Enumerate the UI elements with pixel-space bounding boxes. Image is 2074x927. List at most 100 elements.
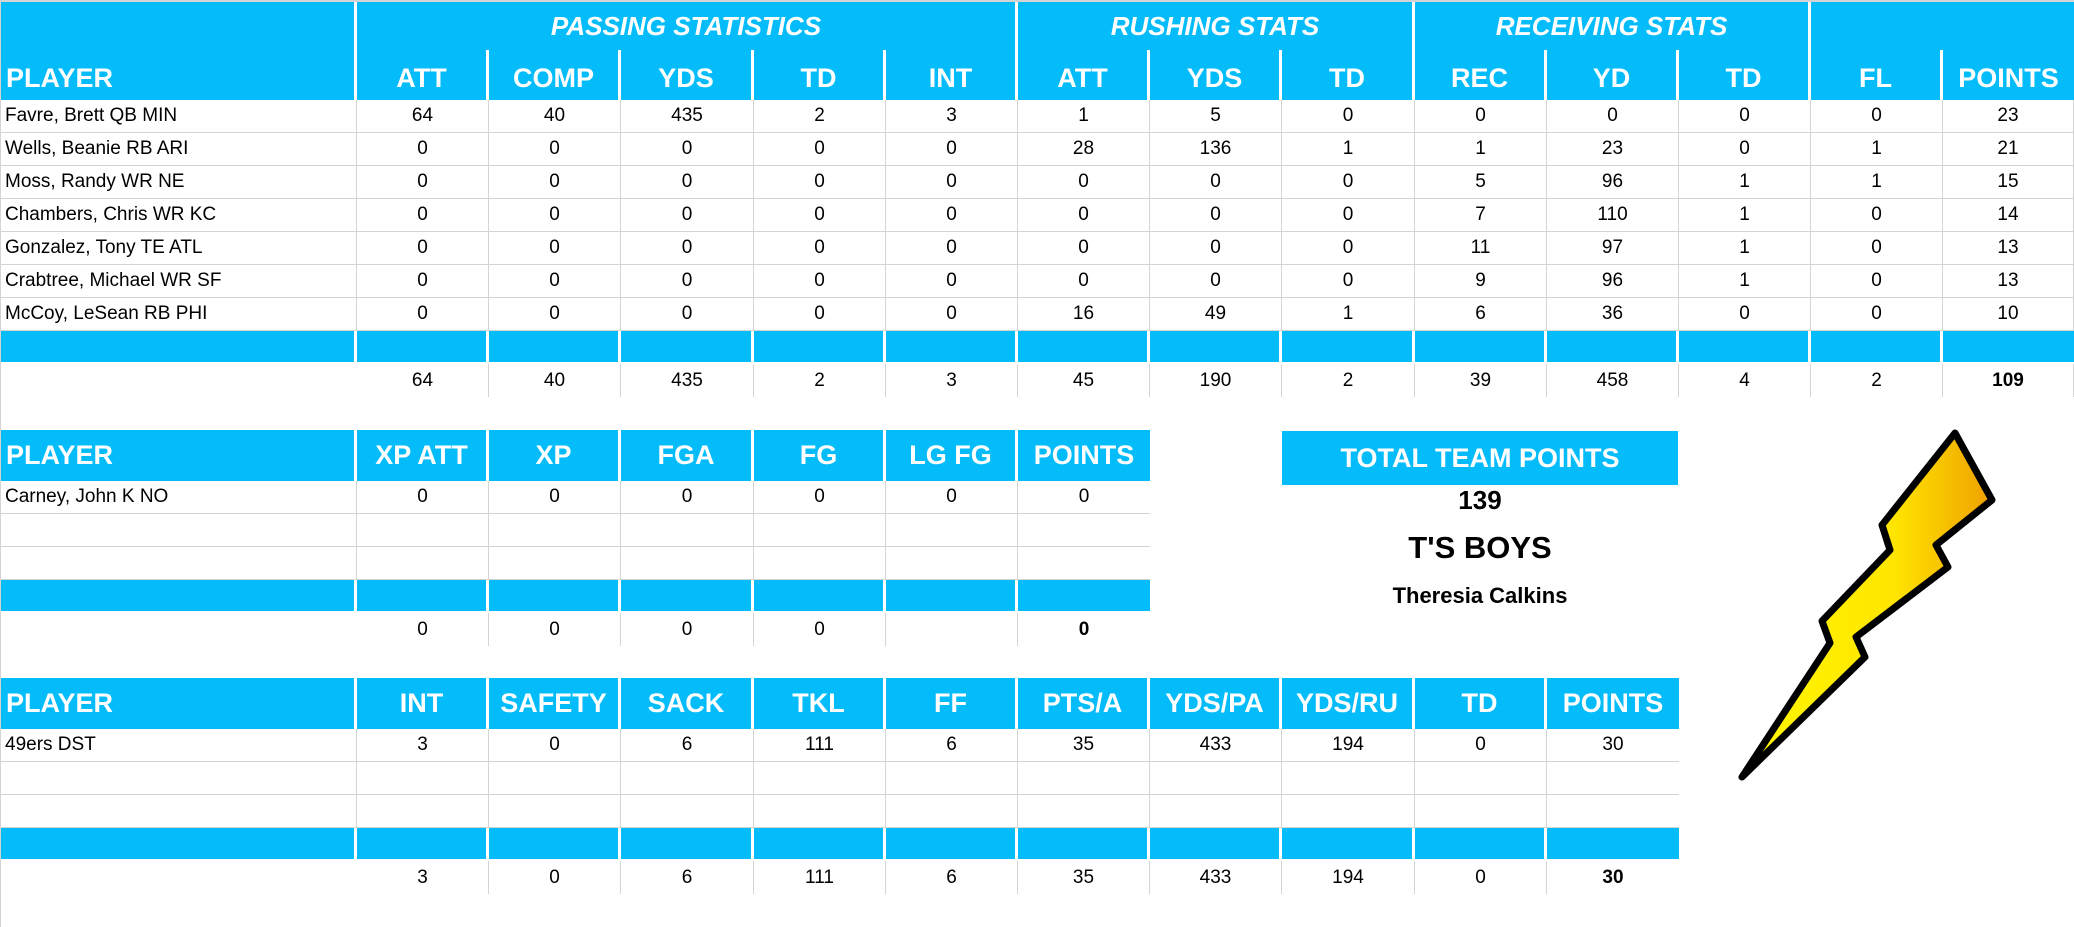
stat-cell[interactable]: 0 bbox=[1150, 199, 1282, 232]
defense-stat-cell[interactable] bbox=[1547, 762, 1679, 795]
defense-name-cell[interactable] bbox=[0, 795, 357, 828]
stat-cell[interactable]: 0 bbox=[1282, 100, 1415, 133]
defense-stat-cell[interactable] bbox=[357, 795, 489, 828]
defense-stat-cell[interactable] bbox=[886, 762, 1018, 795]
defense-col-header[interactable]: PTS/A bbox=[1018, 678, 1150, 729]
stat-cell[interactable]: 0 bbox=[1018, 232, 1150, 265]
kicker-col-header[interactable]: LG FG bbox=[886, 430, 1018, 481]
stat-cell[interactable]: 0 bbox=[357, 265, 489, 298]
stat-cell[interactable]: 0 bbox=[489, 232, 621, 265]
offense-col-header[interactable]: REC bbox=[1415, 50, 1547, 100]
defense-stat-cell[interactable] bbox=[1150, 762, 1282, 795]
stat-cell[interactable]: 0 bbox=[886, 199, 1018, 232]
kicker-stat-cell[interactable]: 0 bbox=[1018, 481, 1150, 514]
stat-cell[interactable]: 96 bbox=[1547, 166, 1679, 199]
kicker-stat-cell[interactable] bbox=[1018, 547, 1150, 580]
kicker-stat-cell[interactable]: 0 bbox=[489, 481, 621, 514]
kicker-col-header[interactable]: FGA bbox=[621, 430, 754, 481]
stat-cell[interactable]: 0 bbox=[489, 133, 621, 166]
stat-cell[interactable]: 49 bbox=[1150, 298, 1282, 331]
offense-col-header[interactable]: INT bbox=[886, 50, 1018, 100]
stat-cell[interactable]: 110 bbox=[1547, 199, 1679, 232]
defense-stat-cell[interactable] bbox=[1018, 795, 1150, 828]
stat-cell[interactable]: 0 bbox=[357, 166, 489, 199]
stat-cell[interactable]: 0 bbox=[886, 232, 1018, 265]
offense-col-header[interactable]: YDS bbox=[1150, 50, 1282, 100]
stat-cell[interactable]: 10 bbox=[1943, 298, 2074, 331]
kicker-name-cell[interactable] bbox=[0, 547, 357, 580]
kicker-col-header[interactable]: POINTS bbox=[1018, 430, 1150, 481]
stat-cell[interactable]: 0 bbox=[754, 298, 886, 331]
stat-cell[interactable]: 0 bbox=[489, 166, 621, 199]
kicker-stat-cell[interactable] bbox=[754, 547, 886, 580]
defense-col-header[interactable]: FF bbox=[886, 678, 1018, 729]
player-name-cell[interactable]: Moss, Randy WR NE bbox=[0, 166, 357, 199]
defense-stat-cell[interactable]: 0 bbox=[489, 729, 621, 762]
defense-name-cell[interactable]: 49ers DST bbox=[0, 729, 357, 762]
stat-cell[interactable]: 0 bbox=[1018, 199, 1150, 232]
stat-cell[interactable]: 0 bbox=[1282, 166, 1415, 199]
stat-cell[interactable]: 13 bbox=[1943, 265, 2074, 298]
stat-cell[interactable]: 0 bbox=[886, 133, 1018, 166]
kicker-stat-cell[interactable] bbox=[1018, 514, 1150, 547]
defense-stat-cell[interactable] bbox=[357, 762, 489, 795]
stat-cell[interactable]: 0 bbox=[357, 298, 489, 331]
stat-cell[interactable]: 3 bbox=[886, 100, 1018, 133]
stat-cell[interactable]: 0 bbox=[1811, 298, 1943, 331]
defense-stat-cell[interactable] bbox=[1415, 762, 1547, 795]
offense-col-header[interactable]: YD bbox=[1547, 50, 1679, 100]
stat-cell[interactable]: 0 bbox=[621, 298, 754, 331]
kicker-stat-cell[interactable] bbox=[621, 514, 754, 547]
stat-cell[interactable]: 0 bbox=[1415, 100, 1547, 133]
stat-cell[interactable]: 1 bbox=[1679, 166, 1811, 199]
defense-col-header[interactable]: SACK bbox=[621, 678, 754, 729]
defense-col-header[interactable]: YDS/RU bbox=[1282, 678, 1415, 729]
stat-cell[interactable]: 0 bbox=[754, 166, 886, 199]
kicker-stat-cell[interactable] bbox=[357, 514, 489, 547]
offense-col-header[interactable]: YDS bbox=[621, 50, 754, 100]
offense-col-header[interactable]: TD bbox=[1679, 50, 1811, 100]
offense-col-header[interactable]: COMP bbox=[489, 50, 621, 100]
stat-cell[interactable]: 0 bbox=[754, 199, 886, 232]
stat-cell[interactable]: 0 bbox=[489, 199, 621, 232]
stat-cell[interactable]: 0 bbox=[1811, 232, 1943, 265]
stat-cell[interactable]: 1 bbox=[1018, 100, 1150, 133]
stat-cell[interactable]: 1 bbox=[1679, 199, 1811, 232]
stat-cell[interactable]: 136 bbox=[1150, 133, 1282, 166]
stat-cell[interactable]: 7 bbox=[1415, 199, 1547, 232]
stat-cell[interactable]: 0 bbox=[754, 265, 886, 298]
stat-cell[interactable]: 0 bbox=[489, 298, 621, 331]
offense-col-header[interactable]: ATT bbox=[1018, 50, 1150, 100]
kicker-col-header[interactable]: PLAYER bbox=[0, 430, 357, 481]
stat-cell[interactable]: 96 bbox=[1547, 265, 1679, 298]
stat-cell[interactable]: 1 bbox=[1679, 232, 1811, 265]
defense-col-header[interactable]: TD bbox=[1415, 678, 1547, 729]
kicker-col-header[interactable]: FG bbox=[754, 430, 886, 481]
defense-stat-cell[interactable]: 111 bbox=[754, 729, 886, 762]
stat-cell[interactable]: 14 bbox=[1943, 199, 2074, 232]
stat-cell[interactable]: 0 bbox=[357, 199, 489, 232]
kicker-col-header[interactable]: XP bbox=[489, 430, 621, 481]
defense-stat-cell[interactable] bbox=[1415, 795, 1547, 828]
stat-cell[interactable]: 0 bbox=[1679, 133, 1811, 166]
stat-cell[interactable]: 0 bbox=[1150, 232, 1282, 265]
defense-stat-cell[interactable] bbox=[754, 762, 886, 795]
defense-stat-cell[interactable] bbox=[886, 795, 1018, 828]
stat-cell[interactable]: 0 bbox=[621, 232, 754, 265]
stat-cell[interactable]: 5 bbox=[1415, 166, 1547, 199]
defense-col-header[interactable]: PLAYER bbox=[0, 678, 357, 729]
stat-cell[interactable]: 0 bbox=[489, 265, 621, 298]
defense-stat-cell[interactable] bbox=[1282, 762, 1415, 795]
stat-cell[interactable]: 0 bbox=[1282, 199, 1415, 232]
defense-stat-cell[interactable] bbox=[489, 762, 621, 795]
stat-cell[interactable]: 0 bbox=[1811, 265, 1943, 298]
player-name-cell[interactable]: Chambers, Chris WR KC bbox=[0, 199, 357, 232]
defense-stat-cell[interactable] bbox=[1282, 795, 1415, 828]
stat-cell[interactable]: 2 bbox=[754, 100, 886, 133]
stat-cell[interactable]: 9 bbox=[1415, 265, 1547, 298]
stat-cell[interactable]: 11 bbox=[1415, 232, 1547, 265]
stat-cell[interactable]: 0 bbox=[1547, 100, 1679, 133]
stat-cell[interactable]: 0 bbox=[886, 265, 1018, 298]
stat-cell[interactable]: 1 bbox=[1811, 166, 1943, 199]
defense-col-header[interactable]: TKL bbox=[754, 678, 886, 729]
